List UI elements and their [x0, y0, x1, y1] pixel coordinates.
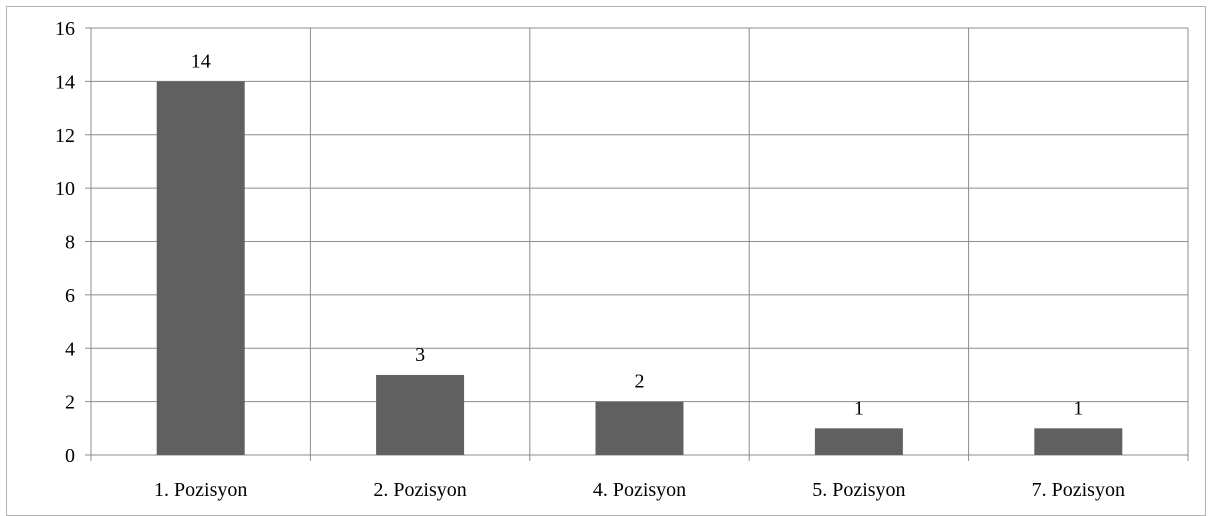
grid-lines	[85, 27, 1189, 461]
x-tick-label: 5. Pozisyon	[812, 479, 905, 501]
x-axis-tick-labels: 1. Pozisyon 2. Pozisyon 4. Pozisyon 5. Pozi…	[154, 479, 1125, 501]
data-label: 1	[1073, 397, 1083, 419]
y-tick-label: 6	[65, 285, 75, 307]
y-tick-label: 8	[65, 232, 75, 254]
y-tick-label: 0	[65, 445, 75, 467]
bar	[595, 401, 684, 455]
x-tick-label: 1. Pozisyon	[154, 479, 247, 501]
bar	[156, 81, 245, 455]
data-labels: 14 3 2 1 1	[191, 50, 1084, 419]
bars	[156, 81, 1123, 455]
y-tick-label: 2	[65, 392, 75, 414]
data-label: 3	[415, 344, 425, 366]
y-axis-tick-labels: 0 2 4 6 8 10 12 14 16	[55, 18, 75, 467]
y-tick-label: 16	[55, 18, 75, 40]
y-tick-label: 10	[55, 178, 75, 200]
data-label: 2	[635, 371, 645, 393]
x-tick-label: 7. Pozisyon	[1032, 479, 1125, 501]
bar	[1034, 428, 1123, 455]
bar	[814, 428, 903, 455]
data-label: 14	[191, 50, 211, 72]
y-tick-label: 12	[55, 125, 75, 147]
y-tick-label: 14	[55, 71, 75, 93]
x-tick-label: 2. Pozisyon	[373, 479, 466, 501]
data-label: 1	[854, 397, 864, 419]
y-tick-label: 4	[65, 338, 75, 360]
x-tick-label: 4. Pozisyon	[593, 479, 686, 501]
bar	[376, 374, 465, 455]
